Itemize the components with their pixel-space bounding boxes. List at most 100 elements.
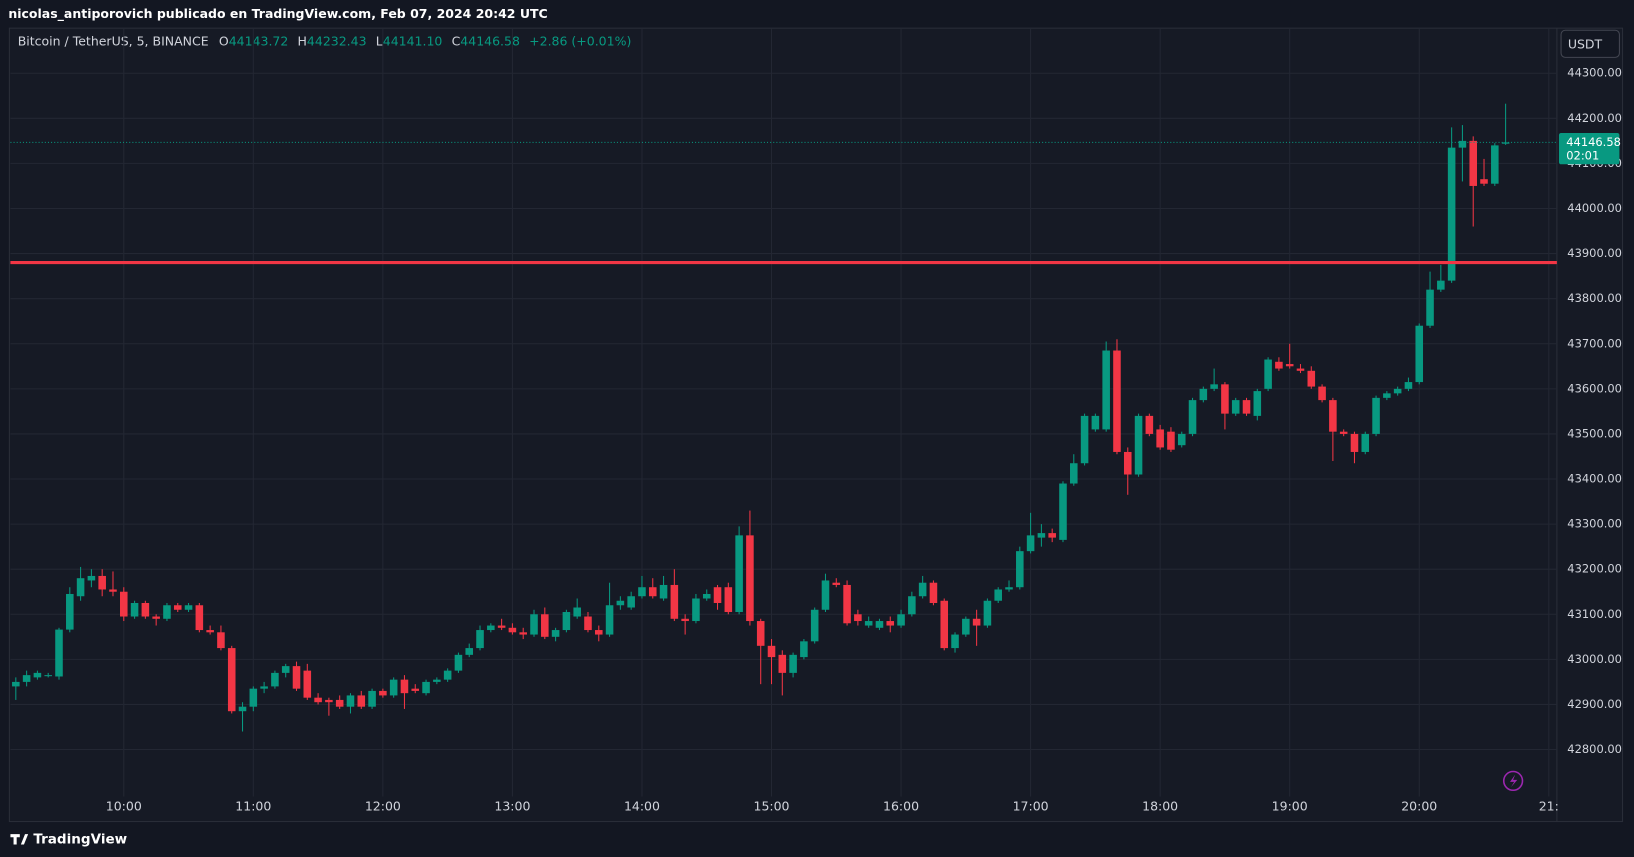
candle-body — [400, 679, 409, 694]
candle-body — [411, 688, 420, 691]
candle-body — [1296, 368, 1305, 371]
candle-body — [1253, 391, 1262, 416]
candle-body — [530, 614, 538, 635]
candle-body — [1091, 415, 1100, 430]
candle-body — [1210, 384, 1218, 389]
candle-body — [778, 654, 787, 673]
candle-body — [249, 688, 258, 707]
candle-body — [195, 605, 204, 631]
candle-body — [1221, 384, 1229, 414]
candle-body — [864, 621, 873, 626]
candle-body — [800, 641, 808, 658]
candle-body — [1437, 280, 1445, 290]
candle-body — [1426, 289, 1434, 326]
y-tick-label: 43000.00 — [1567, 652, 1622, 666]
candle-body — [573, 607, 581, 617]
currency[interactable]: USDT — [1568, 36, 1603, 51]
candle-body — [1113, 350, 1121, 452]
candle-body — [1080, 415, 1089, 464]
y-tick-label: 43800.00 — [1567, 291, 1622, 305]
legend-low: 44141.10 — [383, 33, 443, 48]
candle-body — [1480, 179, 1488, 184]
x-tick-label: 17:00 — [1013, 798, 1049, 813]
x-tick-label: 18:00 — [1142, 798, 1178, 813]
candle-body — [1070, 463, 1078, 484]
candle-body — [1393, 388, 1402, 394]
currency-button[interactable] — [1560, 29, 1620, 58]
candle-body — [1329, 400, 1337, 432]
candle-body — [44, 675, 52, 677]
candle-body — [616, 600, 625, 606]
candle-body — [1339, 431, 1348, 434]
candle-body — [659, 584, 668, 599]
candle-body — [1469, 140, 1477, 186]
candle-body — [541, 614, 549, 637]
candle-body — [897, 614, 905, 626]
alert-icon[interactable] — [1502, 770, 1524, 792]
candle-body — [443, 670, 452, 680]
candle-body — [1383, 393, 1391, 398]
candle-body — [638, 587, 646, 597]
candle-body — [1404, 382, 1413, 389]
candle-body — [1501, 142, 1510, 144]
candle-body — [1447, 147, 1456, 281]
candle-body — [1350, 433, 1359, 452]
candle-body — [1415, 325, 1424, 383]
candle-body — [702, 593, 711, 599]
candle-body — [756, 621, 765, 646]
x-tick-label: 12:00 — [365, 798, 401, 813]
candle-body — [983, 600, 992, 626]
candle-body — [12, 681, 20, 687]
candle-body — [1307, 370, 1316, 387]
last-price-label: 44146.58 — [1566, 135, 1621, 149]
candle-body — [1318, 386, 1326, 401]
x-tick-label: 20:00 — [1401, 798, 1437, 813]
x-tick-label: 19:00 — [1272, 798, 1308, 813]
last-price-tag — [1558, 133, 1620, 165]
candle-body — [379, 690, 387, 696]
y-tick-label: 42900.00 — [1567, 697, 1622, 711]
candle-body — [33, 672, 42, 678]
candle-body — [119, 591, 128, 617]
y-tick-label: 42800.00 — [1567, 742, 1622, 756]
candle-body — [908, 596, 916, 615]
candle-body — [854, 614, 862, 622]
candle-body — [951, 634, 959, 649]
x-tick-label: 11:00 — [235, 798, 271, 813]
candle-body — [994, 589, 1002, 601]
candle-body — [422, 681, 430, 694]
candle-body — [595, 630, 603, 635]
candle-body — [163, 605, 171, 619]
candle-body — [173, 605, 182, 610]
candle-body — [1242, 400, 1251, 414]
legend-open: 44143.72 — [229, 33, 289, 48]
candle-body — [627, 596, 635, 608]
candle-body — [821, 580, 830, 610]
logo — [10, 834, 29, 845]
candle-body — [1177, 433, 1186, 446]
candle-body — [389, 679, 398, 696]
footer: TradingView — [33, 831, 127, 847]
candle-body — [368, 690, 376, 707]
candle-body — [918, 582, 927, 597]
legend-change: +2.86 (+0.01%) — [529, 33, 631, 48]
candle-body — [584, 616, 592, 631]
candle-body — [66, 593, 74, 630]
y-tick-label: 44300.00 — [1567, 66, 1622, 80]
candle-body — [551, 630, 560, 637]
candle-body — [1059, 483, 1067, 540]
candle-body — [152, 616, 160, 619]
candle-body — [1275, 361, 1283, 369]
candle-body — [1361, 433, 1370, 452]
candle-body — [325, 699, 333, 703]
candle-body — [735, 535, 743, 613]
candle-body — [746, 535, 754, 622]
candle-body — [508, 627, 517, 633]
candle-body — [271, 672, 279, 687]
candle-body — [303, 670, 312, 698]
candle-body — [692, 598, 700, 622]
x-tick-label: 16:00 — [883, 798, 919, 813]
candle-body — [681, 618, 689, 622]
legend-close: 44146.58 — [460, 33, 520, 48]
